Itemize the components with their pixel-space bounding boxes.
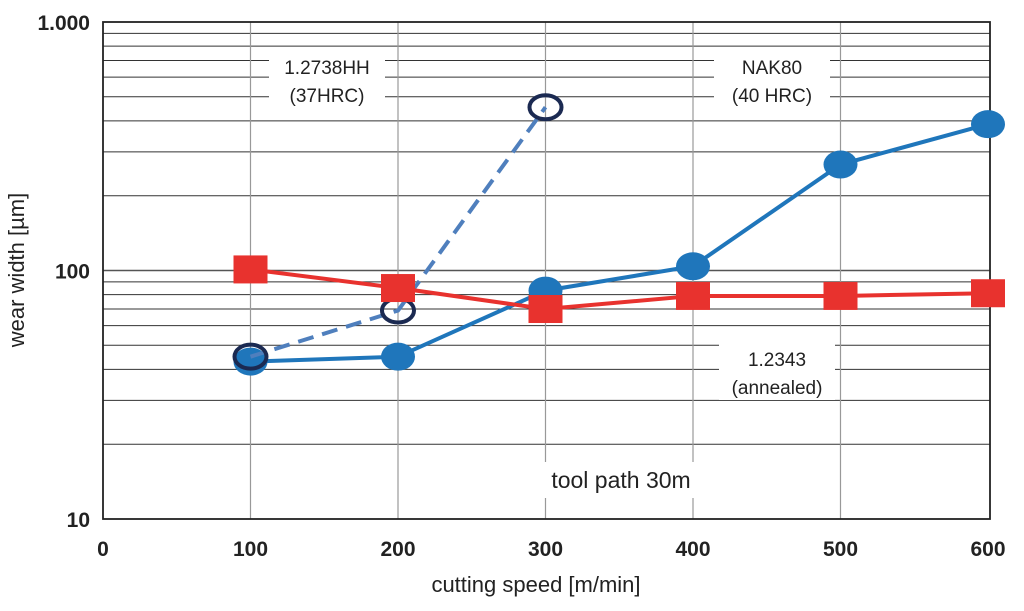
y-axis-label: wear width [µm]	[4, 193, 29, 349]
series-line-2	[250, 267, 989, 312]
x-tick-label: 300	[528, 538, 563, 561]
x-tick-label: 100	[233, 538, 268, 561]
data-point	[232, 342, 269, 371]
series-label-12343: 1.2343	[748, 350, 806, 371]
data-point	[233, 255, 268, 284]
x-axis-label: cutting speed [m/min]	[431, 572, 640, 597]
x-tick-label: 0	[97, 538, 109, 561]
series-label-12343: (annealed)	[732, 378, 823, 399]
y-tick-label: 1.000	[37, 12, 90, 35]
data-point	[528, 294, 563, 323]
data-point	[971, 279, 1005, 308]
data-point	[823, 150, 858, 179]
data-point	[381, 274, 415, 303]
series-line-1	[249, 106, 548, 359]
x-tick-label: 600	[970, 538, 1005, 561]
series-label-12343-bg	[719, 342, 835, 400]
series-label-12738hh: 1.2738HH	[284, 58, 370, 79]
data-point	[527, 93, 564, 122]
annotation-bg	[525, 462, 715, 498]
y-tick-label: 10	[67, 509, 90, 532]
series-label-12738hh: (37HRC)	[290, 86, 365, 107]
data-point	[823, 281, 858, 310]
x-tick-label: 400	[675, 538, 710, 561]
data-point	[676, 281, 710, 310]
series-label-nak80-bg	[714, 50, 830, 108]
series-label-12738hh-bg	[269, 50, 385, 108]
series-label-nak80: NAK80	[742, 58, 802, 79]
x-tick-label: 500	[823, 538, 858, 561]
x-tick-label: 200	[380, 538, 415, 561]
data-point	[971, 110, 1005, 139]
data-point	[381, 342, 415, 371]
y-tick-label: 100	[55, 261, 90, 284]
data-point	[676, 252, 710, 281]
series-line-0	[250, 122, 989, 364]
series-label-nak80: (40 HRC)	[732, 86, 812, 107]
plot-frame	[102, 21, 991, 520]
annotation-tool-path: tool path 30m	[551, 467, 690, 493]
